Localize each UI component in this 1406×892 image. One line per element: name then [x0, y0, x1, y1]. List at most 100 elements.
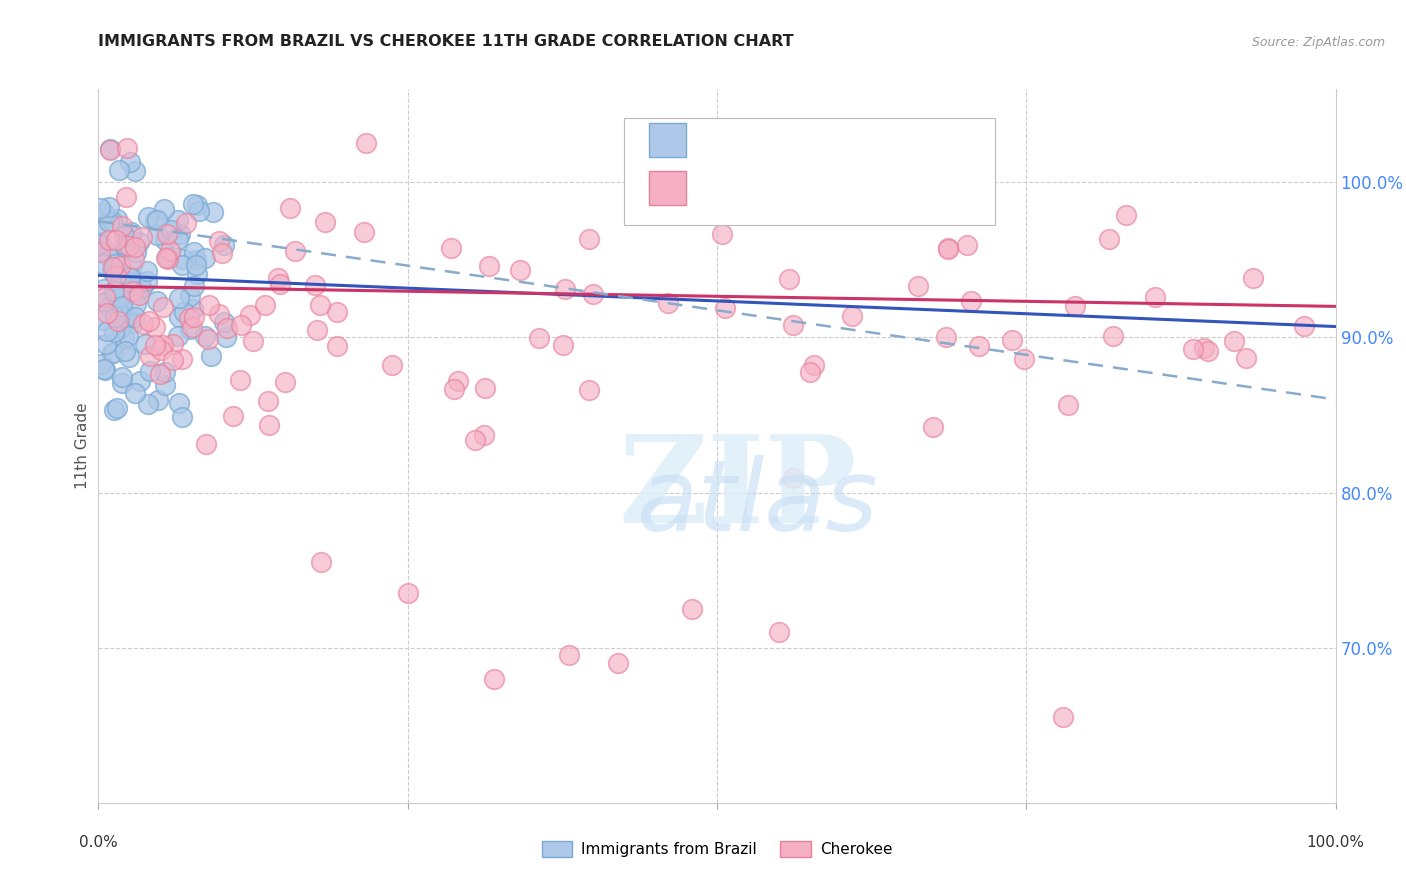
Point: [353, 225, 375, 239]
Point: [179, 322, 201, 336]
Point: [104, 256, 127, 270]
Point: [1181, 343, 1204, 357]
Point: [117, 329, 139, 343]
Point: [284, 244, 307, 258]
Point: [101, 346, 124, 360]
Point: [309, 298, 332, 312]
Point: [115, 310, 138, 324]
Point: [121, 258, 143, 272]
Point: [96, 244, 118, 258]
Point: [257, 394, 280, 409]
Point: [527, 331, 550, 345]
Point: [325, 339, 347, 353]
Point: [803, 358, 825, 372]
Point: [1102, 329, 1125, 343]
Point: [186, 267, 208, 281]
Point: [169, 395, 191, 409]
Point: [104, 269, 127, 284]
Point: [657, 296, 679, 310]
Point: [955, 238, 977, 252]
Point: [478, 259, 501, 273]
Point: [159, 244, 181, 259]
Point: [138, 314, 160, 328]
Point: [1294, 318, 1316, 333]
Point: [1057, 399, 1080, 413]
Point: [179, 289, 201, 303]
Point: [215, 330, 238, 344]
Point: [103, 285, 125, 299]
Point: [103, 403, 125, 417]
Point: [551, 338, 574, 352]
Point: [194, 329, 217, 343]
Point: [139, 364, 162, 378]
Point: [118, 155, 141, 169]
Point: [381, 359, 404, 373]
Point: [97, 249, 120, 263]
Text: R =: R =: [699, 132, 731, 147]
Point: [118, 270, 141, 285]
Point: [254, 298, 277, 312]
Point: [172, 352, 194, 367]
Point: [89, 202, 111, 216]
Point: [110, 259, 132, 273]
Point: [681, 602, 703, 616]
Point: [87, 244, 110, 259]
Point: [93, 362, 115, 376]
Point: [101, 214, 124, 228]
Point: [89, 244, 111, 259]
Point: [307, 323, 329, 337]
Point: [274, 375, 297, 389]
Point: [607, 656, 630, 670]
Point: [484, 672, 506, 686]
Point: [115, 140, 138, 154]
Point: [782, 318, 804, 332]
Point: [215, 321, 238, 335]
Point: [557, 648, 579, 663]
Point: [112, 229, 135, 244]
Point: [107, 289, 129, 303]
Point: [474, 381, 496, 395]
Point: [183, 245, 205, 260]
Point: [101, 260, 124, 274]
Point: [115, 239, 138, 253]
Point: [108, 268, 131, 283]
Point: [711, 227, 734, 241]
Point: [782, 470, 804, 484]
Point: [1192, 341, 1215, 355]
Point: [922, 419, 945, 434]
Point: [110, 290, 132, 304]
Point: [111, 219, 134, 234]
Text: IMMIGRANTS FROM BRAZIL VS CHEROKEE 11TH GRADE CORRELATION CHART: IMMIGRANTS FROM BRAZIL VS CHEROKEE 11TH …: [98, 34, 794, 49]
Point: [93, 282, 115, 296]
Point: [1223, 334, 1246, 348]
Point: [578, 232, 600, 246]
Point: [139, 349, 162, 363]
Point: [131, 230, 153, 244]
Point: [153, 365, 176, 379]
Point: [170, 258, 193, 272]
Point: [125, 297, 148, 311]
Point: [936, 241, 959, 255]
Point: [104, 285, 127, 299]
Text: R =: R =: [699, 180, 731, 195]
Point: [181, 301, 204, 316]
Point: [181, 319, 204, 334]
Point: [169, 227, 191, 241]
Point: [554, 282, 576, 296]
Bar: [650, 123, 686, 157]
Point: [124, 240, 146, 254]
Point: [222, 409, 245, 423]
Point: [122, 252, 145, 267]
Point: [582, 287, 605, 301]
Point: [472, 428, 495, 442]
Point: [212, 238, 235, 252]
Point: [112, 331, 135, 345]
Point: [153, 202, 176, 216]
Point: [87, 225, 110, 239]
Legend: Immigrants from Brazil, Cherokee: Immigrants from Brazil, Cherokee: [536, 835, 898, 863]
Text: N = 138: N = 138: [846, 180, 925, 195]
Point: [108, 310, 131, 325]
Point: [98, 300, 121, 314]
Point: [1097, 232, 1119, 246]
Point: [96, 324, 118, 338]
